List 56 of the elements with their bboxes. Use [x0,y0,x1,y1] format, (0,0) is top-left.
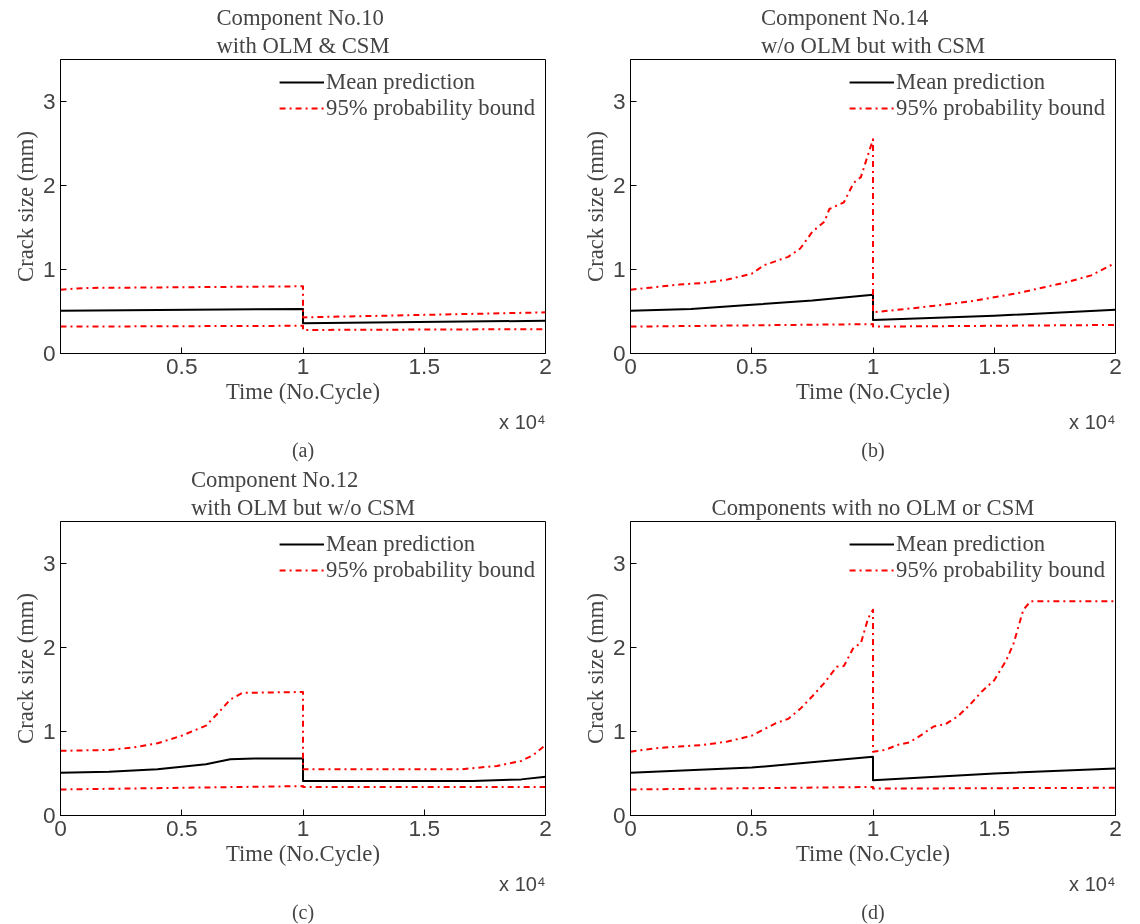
text: (c) [291,900,315,924]
x-tick-label: 1 [296,814,310,841]
chart-title: Component No.14 w/o OLM but with CSM [760,5,986,58]
y-tick-label: 1 [42,718,56,744]
chart-title: Component No.10 with OLM & CSM [216,5,390,58]
x-tick-label: 1 [866,352,880,379]
legend-label: 95% probability bound [326,95,535,121]
x-axis-title: Time (No.Cycle) [796,840,950,866]
chart-title: Component No.12 with OLM but w/o CSM [190,467,416,520]
y-tick-label: 1 [42,256,56,282]
y-tick-label: 2 [42,172,56,198]
x-tick-label: 1.5 [408,814,440,841]
x-tick-label: 2 [1109,814,1122,841]
y-tick-label: 3 [612,88,626,114]
y-axis-title: Crack size (mm) [582,131,608,282]
text: (a) [291,438,315,462]
legend-label: Mean prediction [896,531,1046,557]
legend-label: Mean prediction [896,69,1046,95]
y-tick-label: 3 [42,88,56,114]
x-tick-label: 1.5 [408,352,440,379]
text: x 10⁴ [499,410,546,433]
y-tick-label: 3 [612,550,626,576]
x-tick-label: 0.5 [166,352,198,379]
x-tick-label: 1 [296,352,310,379]
text: (d) [861,900,885,924]
legend-label: 95% probability bound [326,557,535,583]
text: x 10⁴ [1069,410,1116,433]
text: x 10⁴ [1069,872,1116,895]
chart-title: Components with no OLM or CSM [711,494,1035,520]
x-axis-title: Time (No.Cycle) [226,840,380,866]
legend-label: Mean prediction [326,69,476,95]
x-tick-label: 2 [539,352,552,379]
y-tick-label: 3 [42,550,56,576]
legend-label: 95% probability bound [896,95,1105,121]
y-tick-label: 1 [612,256,626,282]
x-tick-label: 1.5 [978,352,1010,379]
x-tick-label: 0.5 [736,352,768,379]
y-tick-label: 2 [42,634,56,660]
x-tick-label: 1 [866,814,880,841]
y-axis-title: Crack size (mm) [582,593,608,744]
y-tick-label: 1 [612,718,626,744]
y-tick-label: 2 [612,634,626,660]
y-tick-label: 2 [612,172,626,198]
x-tick-label: 1.5 [978,814,1010,841]
y-axis-title: Crack size (mm) [12,131,38,282]
x-tick-label: 2 [539,814,552,841]
x-axis-title: Time (No.Cycle) [796,378,950,404]
text: x 10⁴ [499,872,546,895]
y-axis-title: Crack size (mm) [12,593,38,744]
x-tick-label: 0.5 [736,814,768,841]
legend-label: Mean prediction [326,531,476,557]
legend-label: 95% probability bound [896,557,1105,583]
text: (b) [861,438,885,462]
x-axis-title: Time (No.Cycle) [226,378,380,404]
x-tick-label: 2 [1109,352,1122,379]
x-tick-label: 0.5 [166,814,198,841]
